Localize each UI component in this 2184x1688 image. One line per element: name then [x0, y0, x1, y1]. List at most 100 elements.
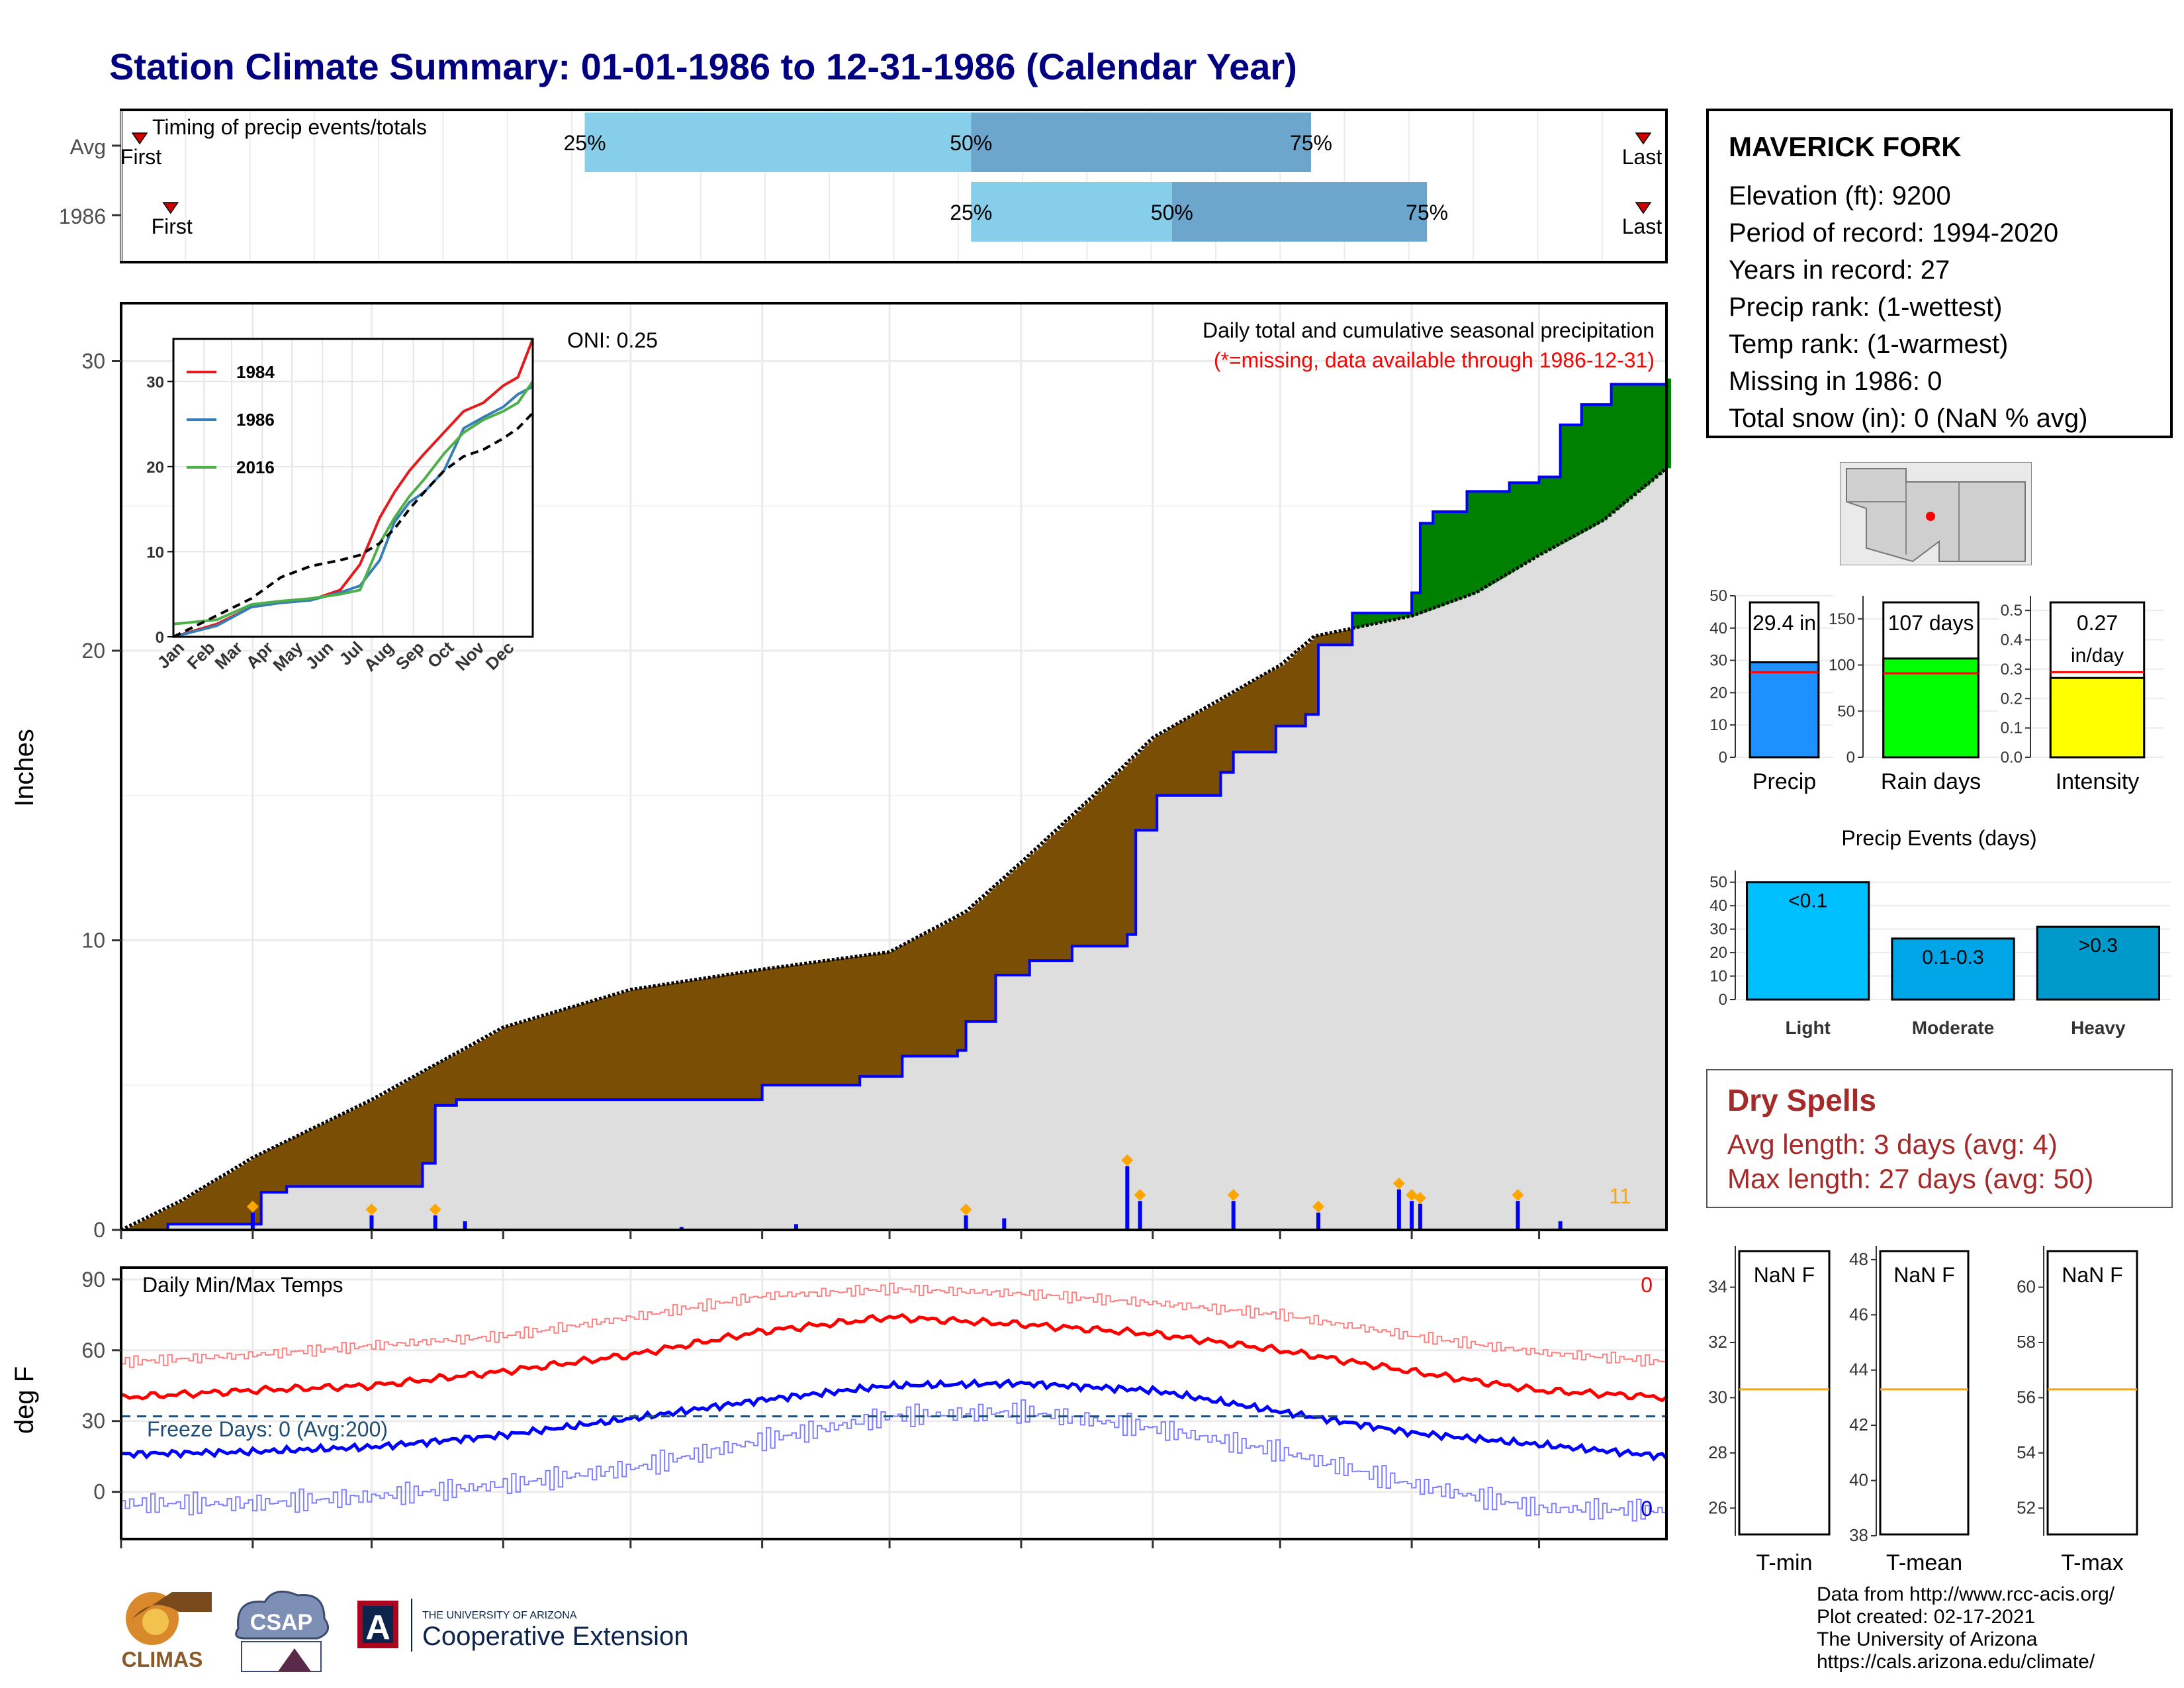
- daily-precip-bar: [433, 1215, 437, 1230]
- credits: Data from http://www.rcc-acis.org/ Plot …: [1817, 1583, 2115, 1673]
- temp-stat-y-tick-label: 26: [1708, 1497, 1727, 1517]
- temp-stat-y-tick-label: 42: [1849, 1415, 1868, 1434]
- events-y-tick-label: 10: [1709, 968, 1727, 986]
- stat-y-tick-label: 100: [1829, 657, 1855, 675]
- csap-logo: CSAP: [235, 1590, 330, 1672]
- timing-label-50: 50%: [950, 131, 992, 155]
- precip-caption: Daily total and cumulative seasonal prec…: [1203, 318, 1655, 342]
- precip-deficit-area: [125, 629, 1353, 1230]
- precip-y-tick-label: 20: [81, 639, 105, 663]
- max-event-label: 11: [1609, 1184, 1631, 1208]
- inset-series-line: [173, 385, 533, 638]
- inset-y-tick-label: 10: [146, 543, 164, 561]
- station-temp-rank: Temp rank: (1-warmest): [1729, 330, 2009, 359]
- precip-plot-frame: [120, 302, 1668, 1231]
- events-y-tick-label: 50: [1709, 874, 1727, 892]
- events-bar: [2036, 925, 2160, 1001]
- station-missing: Missing in 1986: 0: [1729, 367, 1942, 396]
- stat-category-label: Precip: [1752, 769, 1816, 794]
- temp-stat-category-label: T-max: [2061, 1550, 2123, 1575]
- station-snow: Total snow (in): 0 (NaN % avg): [1729, 404, 2088, 433]
- stat-bar: [2049, 677, 2146, 759]
- stat-value-label: 29.4 in: [1752, 611, 1816, 635]
- temp-stat-y-tick-label: 54: [2017, 1442, 2036, 1462]
- inset-legend-label: 2016: [236, 457, 275, 477]
- daily-precip-marker: [1312, 1200, 1324, 1213]
- temp-stat-box: [1738, 1250, 1831, 1536]
- timing-row-1986-label: 1986: [59, 205, 106, 228]
- temp-stat-y-tick-label: 60: [2017, 1277, 2036, 1297]
- inset-y-tick-label: 0: [156, 629, 164, 647]
- precip-events-chart: Precip Events (days) 0 10 20 30 40 50 <0.1 Ligh…: [1709, 826, 2171, 1038]
- precip-main-chart: Inches 01020300102030JanFebMarAprMayJunJ…: [10, 302, 1671, 1242]
- timing-first-marker: [131, 132, 148, 145]
- daily-precip-bar: [964, 1215, 968, 1230]
- daily-precip-marker: [429, 1203, 441, 1216]
- credit-plot-created: Plot created: 02-17-2021: [1817, 1606, 2036, 1628]
- timing-bar-q2: [971, 113, 1311, 172]
- month-axis-label: Oct: [1263, 1554, 1297, 1556]
- month-axis-label: Feb: [234, 1554, 271, 1556]
- stat-bar: [1749, 661, 1820, 759]
- events-bar: [1746, 881, 1870, 1001]
- daily-precip-bar: [463, 1221, 467, 1230]
- daily-precip-bar: [679, 1227, 684, 1230]
- temp-stat-y-tick-label: 34: [1708, 1277, 1727, 1297]
- precip-caption-missing: (*=missing, data available through 1986-…: [1214, 348, 1655, 372]
- temp-min-corner-label: 0: [1641, 1497, 1653, 1521]
- daily-precip-bar: [1002, 1218, 1007, 1230]
- events-bar-label: >0.3: [2079, 935, 2118, 957]
- timing-label-75: 75%: [1406, 201, 1448, 224]
- inset-y-tick-label: 30: [146, 373, 164, 391]
- daily-precip-bar: [1125, 1166, 1130, 1230]
- month-axis-label: Jan: [104, 1554, 138, 1556]
- stat-y-tick-label: 0.2: [2001, 690, 2023, 708]
- timing-bar-q1: [971, 182, 1172, 242]
- stat-y-tick-label: 50: [1709, 587, 1727, 605]
- precip-stats-charts: 0 10 20 30 40 50 29.4 in Precip 0 50 100 150 107 day…: [1709, 587, 2164, 794]
- inset-series-line: [173, 381, 534, 626]
- credit-data-source: Data from http://www.rcc-acis.org/: [1817, 1583, 2115, 1605]
- timing-title: Timing of precip events/totals: [152, 115, 427, 139]
- record-max-temp-line: [121, 1282, 1667, 1368]
- logos: CLIMAS CSAP A THE UNIVERSITY OF ARIZONA …: [122, 1590, 688, 1672]
- freeze-days-label: Freeze Days: 0 (Avg:200): [147, 1417, 388, 1441]
- stat-unit-label: in/day: [2071, 645, 2124, 667]
- temp-y-tick-label: 0: [93, 1480, 105, 1504]
- dry-spells-box: Dry Spells Avg length: 3 days (avg: 4) M…: [1706, 1069, 2173, 1208]
- stat-y-tick-label: 150: [1829, 610, 1855, 628]
- dry-spells-avg: Avg length: 3 days (avg: 4): [1727, 1129, 2058, 1160]
- station-years: Years in record: 27: [1729, 256, 1950, 285]
- stat-y-tick-label: 30: [1709, 652, 1727, 670]
- daily-precip-marker: [960, 1203, 972, 1216]
- events-category-label: Moderate: [1912, 1017, 1994, 1038]
- temp-max-corner-label: 0: [1641, 1273, 1653, 1297]
- temp-stat-y-tick-label: 38: [1849, 1525, 1868, 1545]
- timing-bar-q2: [1171, 182, 1428, 242]
- daily-precip-bar: [1516, 1201, 1520, 1230]
- timing-label-50: 50%: [1151, 201, 1193, 224]
- timing-bars: [584, 113, 1428, 242]
- temp-y-axis-label: deg F: [10, 1366, 39, 1434]
- timing-chart: Timing of precip events/totals Avg 1986 …: [59, 109, 1668, 263]
- timing-label-75: 75%: [1290, 131, 1332, 155]
- precip-y-axis-label: Inches: [10, 729, 39, 807]
- stat-y-tick-label: 20: [1709, 684, 1727, 702]
- daily-precip-marker: [1134, 1189, 1146, 1201]
- temp-stat-y-tick-label: 52: [2017, 1497, 2036, 1517]
- ua-logo-big-text: Cooperative Extension: [422, 1622, 688, 1651]
- avg-min-temp-line: [120, 1378, 1668, 1462]
- timing-first-label: First: [120, 145, 161, 169]
- timing-label-25: 25%: [563, 131, 606, 155]
- events-y-tick-label: 0: [1719, 991, 1727, 1009]
- stat-y-tick-label: 0: [1846, 749, 1855, 767]
- stat-y-tick-label: 0.3: [2001, 661, 2023, 679]
- location-map: [1840, 462, 2032, 565]
- events-y-tick-label: 20: [1709, 944, 1727, 962]
- stat-value-label: 0.27: [2077, 611, 2118, 635]
- month-axis-label: Jun: [745, 1554, 780, 1556]
- temp-stat-y-tick-label: 30: [1708, 1387, 1727, 1407]
- timing-last-label: Last: [1622, 214, 1662, 238]
- temp-plot-background: [121, 1268, 1666, 1539]
- stat-y-tick-label: 10: [1709, 716, 1727, 734]
